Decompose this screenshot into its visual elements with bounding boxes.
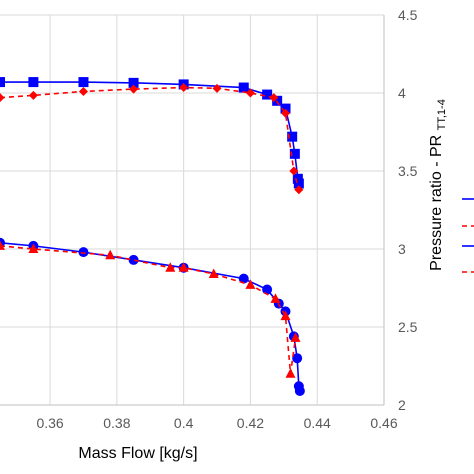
- data-point-square: [0, 77, 5, 88]
- y-tick-label: 2.5: [398, 319, 418, 335]
- series-line: [0, 81, 300, 184]
- y-axis-title-main: Pressure ratio - PR: [428, 130, 445, 270]
- data-point-triangle: [285, 368, 296, 378]
- data-point-square: [289, 148, 300, 159]
- label-layer: 0.36 0.38 0.4 0.42 0.44 0.462 2.5 3 3.5 4 4.5 Mass …: [36, 7, 448, 462]
- y-tick-label: 4: [398, 85, 406, 101]
- x-tick-label: 0.44: [304, 415, 331, 431]
- data-point-triangle: [290, 332, 301, 342]
- data-point-diamond: [212, 83, 222, 93]
- data-point-square: [262, 89, 273, 100]
- y-tick-label: 3: [398, 241, 406, 257]
- y-tick-label: 2: [398, 397, 406, 413]
- grid-layer: [0, 14, 385, 406]
- data-point-diamond: [280, 108, 290, 118]
- x-tick-label: 0.36: [36, 415, 63, 431]
- series-1: [0, 83, 304, 195]
- data-point-diamond: [269, 93, 279, 103]
- series-line: [0, 245, 297, 374]
- x-tick-label: 0.4: [174, 415, 194, 431]
- data-point-triangle: [245, 279, 256, 289]
- data-point-square: [78, 77, 89, 88]
- data-point-square: [238, 82, 249, 93]
- x-tick-label: 0.38: [103, 415, 130, 431]
- x-tick-label: 0.46: [370, 415, 397, 431]
- data-point-diamond: [0, 93, 5, 103]
- series-2: [0, 237, 305, 396]
- data-point-square: [287, 131, 298, 142]
- data-point-circle: [294, 385, 305, 396]
- data-point-circle: [292, 353, 303, 364]
- data-point-triangle: [0, 240, 5, 250]
- data-point-diamond: [28, 90, 38, 100]
- data-point-square: [28, 77, 39, 88]
- data-point-circle: [262, 284, 273, 295]
- data-point-triangle: [270, 293, 281, 303]
- data-point-triangle: [105, 249, 116, 260]
- x-tick-label: 0.42: [237, 415, 264, 431]
- data-point-square: [128, 77, 139, 88]
- data-point-diamond: [245, 88, 255, 98]
- data-point-diamond: [179, 83, 189, 93]
- data-point-diamond: [129, 84, 139, 94]
- data-point-triangle: [165, 262, 176, 272]
- data-point-square: [280, 103, 291, 114]
- series-line: [0, 241, 301, 392]
- data-point-diamond: [78, 86, 88, 96]
- data-point-triangle: [208, 268, 219, 278]
- y-axis-title: Pressure ratio - PR TT,1-4: [428, 99, 448, 271]
- legend-stub: [462, 198, 474, 273]
- data-point-circle: [128, 254, 139, 265]
- axis-layer: [0, 15, 385, 406]
- data-point-square: [293, 178, 304, 189]
- data-point-circle: [238, 273, 249, 284]
- series-3: [0, 240, 301, 378]
- y-axis-title-subscript: TT,1-4: [436, 99, 448, 130]
- data-point-square: [272, 95, 283, 106]
- data-point-circle: [78, 247, 89, 258]
- series-line: [0, 86, 300, 190]
- data-point-triangle: [280, 310, 291, 321]
- data-point-diamond: [289, 166, 299, 176]
- data-point-triangle: [28, 243, 39, 253]
- series-layer: [0, 77, 305, 396]
- x-axis-title: Mass Flow [kg/s]: [78, 445, 197, 462]
- y-tick-label: 3.5: [398, 163, 418, 179]
- y-tick-label: 4.5: [398, 7, 418, 23]
- data-point-triangle: [178, 262, 189, 272]
- data-point-diamond: [294, 185, 304, 195]
